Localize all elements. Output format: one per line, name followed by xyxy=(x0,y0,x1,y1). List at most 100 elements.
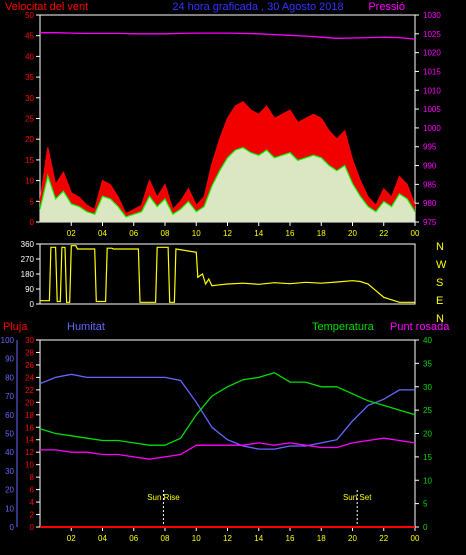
wind-x-label: 06 xyxy=(129,229,138,238)
compass-label: W xyxy=(436,259,447,271)
wind-axis-label: 45 xyxy=(25,32,34,41)
pressure-axis-label: 1005 xyxy=(423,105,441,114)
sun-marker-label: Sun Rise xyxy=(147,493,180,502)
pressure-axis-label: 1015 xyxy=(423,67,441,76)
climate-x-label: 08 xyxy=(161,534,170,543)
direction-axis-label: 180 xyxy=(21,270,35,279)
wind-x-label: 04 xyxy=(98,229,107,238)
rain-axis-label: 20 xyxy=(5,486,14,495)
chart-title: 24 hora graficada , 30 Agosto 2018 xyxy=(172,1,343,13)
wind-average-area xyxy=(40,147,415,222)
wind-axis-label: 10 xyxy=(25,177,34,186)
wind-axis-label: 25 xyxy=(25,115,34,124)
direction-axis-label: 0 xyxy=(30,300,35,309)
chart-marks xyxy=(39,32,416,528)
rain-axis-label: 30 xyxy=(5,467,14,476)
temperature-axis-label: 20 xyxy=(423,430,432,439)
dewpoint-line xyxy=(40,437,416,460)
rain-label: Pluja xyxy=(3,321,28,333)
pressure-axis-label: 990 xyxy=(423,162,437,171)
humidity-label: Humitat xyxy=(67,321,105,333)
pressure-axis-label: 1020 xyxy=(423,49,441,58)
wind-speed-line xyxy=(39,101,416,215)
temperature-line xyxy=(39,371,416,446)
humidity-axis-label: 16 xyxy=(25,423,34,432)
rain-axis-label: 70 xyxy=(5,392,14,401)
wind-axis-label: 0 xyxy=(30,218,35,227)
wind-axis-label: 20 xyxy=(25,135,34,144)
humidity-axis-label: 24 xyxy=(25,373,34,382)
pressure-axis-label: 980 xyxy=(423,199,437,208)
climate-x-label: 14 xyxy=(254,534,263,543)
pressure-axis-label: 1030 xyxy=(423,11,441,20)
humidity-axis-label: 14 xyxy=(25,436,34,445)
wind-x-label: 10 xyxy=(192,229,201,238)
temperature-label: Temperatura xyxy=(312,321,375,333)
humidity-axis-label: 20 xyxy=(25,398,34,407)
rain-axis-label: 90 xyxy=(5,355,14,364)
humidity-axis-label: 4 xyxy=(30,498,35,507)
climate-x-label: 00 xyxy=(411,534,420,543)
humidity-axis-label: 6 xyxy=(30,486,35,495)
wind-axis-label: 5 xyxy=(30,197,35,206)
humidity-axis-label: 8 xyxy=(30,473,35,482)
direction-axis-label: 270 xyxy=(21,255,35,264)
rain-axis-label: 100 xyxy=(1,336,15,345)
compass-label: S xyxy=(436,277,443,289)
direction-axis-label: 90 xyxy=(25,285,34,294)
panels xyxy=(16,14,419,531)
temperature-axis-label: 40 xyxy=(423,336,432,345)
wind-axis-label: 40 xyxy=(25,52,34,61)
rain-axis-label: 10 xyxy=(5,504,14,513)
tick-labels: 0510152025303540455097598098599099510001… xyxy=(1,11,447,543)
pressure-axis-label: 1010 xyxy=(423,86,441,95)
climate-x-label: 18 xyxy=(317,534,326,543)
wind-x-label: 08 xyxy=(161,229,170,238)
rain-axis-label: 80 xyxy=(5,373,14,382)
temperature-axis-label: 10 xyxy=(423,476,432,485)
wind-axis-label: 50 xyxy=(25,11,34,20)
wind-direction-line xyxy=(40,245,415,303)
climate-x-label: 12 xyxy=(223,534,232,543)
climate-x-label: 06 xyxy=(129,534,138,543)
pressure-axis-label: 985 xyxy=(423,180,437,189)
temperature-axis-label: 15 xyxy=(423,453,432,462)
pressure-axis-label: 1000 xyxy=(423,124,441,133)
pressure-axis-label: 975 xyxy=(423,218,437,227)
rain-axis-label: 40 xyxy=(5,448,14,457)
rain-axis-label: 60 xyxy=(5,411,14,420)
humidity-axis-label: 2 xyxy=(30,511,35,520)
humidity-axis-label: 22 xyxy=(25,386,34,395)
humidity-line xyxy=(39,373,415,450)
wind-x-label: 12 xyxy=(223,229,232,238)
temperature-axis-label: 30 xyxy=(423,383,432,392)
wind-x-label: 00 xyxy=(411,229,420,238)
temperature-axis-label: 0 xyxy=(423,523,428,532)
pressure-axis-label: 995 xyxy=(423,143,437,152)
humidity-axis-label: 28 xyxy=(25,348,34,357)
wind-axis-label: 15 xyxy=(25,156,34,165)
wind-speed-label: Velocitat del vent xyxy=(5,1,88,13)
wind-average-line xyxy=(39,146,416,218)
dewpoint-label: Punt rosada xyxy=(390,321,450,333)
humidity-axis-label: 12 xyxy=(25,448,34,457)
wind-x-label: 22 xyxy=(379,229,388,238)
rain-axis-label: 0 xyxy=(10,523,15,532)
climate-x-label: 02 xyxy=(67,534,76,543)
temperature-axis-label: 5 xyxy=(423,500,428,509)
pressure-line xyxy=(40,32,416,40)
humidity-axis-label: 0 xyxy=(30,523,35,532)
pressure-axis-label: 1025 xyxy=(423,30,441,39)
compass-label: N xyxy=(436,241,444,253)
humidity-axis-label: 26 xyxy=(25,361,34,370)
direction-axis-label: 360 xyxy=(21,240,35,249)
compass-label: N xyxy=(436,313,444,325)
temperature-axis-label: 35 xyxy=(423,359,432,368)
wind-axis-label: 35 xyxy=(25,73,34,82)
climate-x-label: 22 xyxy=(379,534,388,543)
rain-axis-label: 50 xyxy=(5,430,14,439)
wind-x-label: 02 xyxy=(67,229,76,238)
climate-x-label: 04 xyxy=(98,534,107,543)
